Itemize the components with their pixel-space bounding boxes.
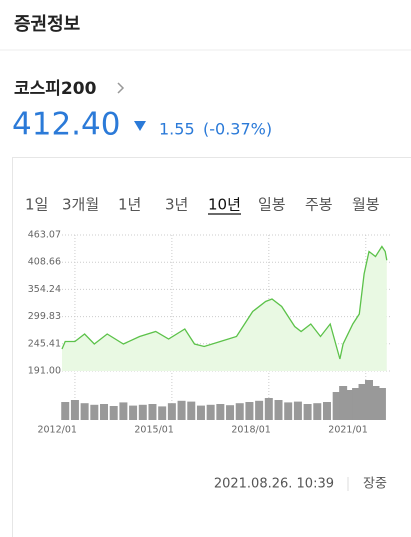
volume-bar (303, 404, 312, 420)
price-line (61, 245, 388, 360)
y-tick-label: 245.41 (28, 338, 61, 349)
tab[interactable]: 3년 (165, 196, 188, 214)
volume-bar (371, 386, 380, 420)
volume-bar (90, 404, 99, 420)
volume-bar (129, 405, 138, 420)
volume-bar (70, 400, 79, 420)
volume-bar (313, 403, 322, 420)
card (12, 157, 411, 537)
volume-bar (322, 402, 331, 420)
volume-bar (138, 404, 147, 420)
volume-bar (274, 400, 283, 420)
y-tick-label: 408.66 (28, 257, 61, 268)
volume-bar (158, 406, 167, 420)
x-tick-label: 2018/01 (231, 425, 270, 436)
volume-bar (109, 406, 118, 420)
index-change: 1.55 (159, 120, 195, 139)
tab[interactable]: 3개월 (62, 196, 99, 214)
index-name[interactable]: 코스피200 (14, 79, 97, 99)
y-tick-label: 191.00 (28, 366, 61, 377)
volume-bar (255, 400, 264, 420)
volume-bar (226, 405, 235, 420)
area (62, 246, 387, 371)
volume-bar (80, 403, 89, 420)
volume-bar (377, 388, 386, 420)
volume-bar (364, 380, 373, 420)
volume-bar (339, 386, 348, 420)
volume-bar (61, 402, 70, 420)
volume-bar (167, 403, 176, 420)
y-tick-label: 354.24 (28, 284, 61, 295)
volume-bar (352, 388, 361, 420)
volume-bar (206, 404, 215, 420)
volume-bar (245, 402, 254, 420)
tab[interactable]: 일봉 (258, 196, 286, 214)
y-tick-label: 463.07 (28, 230, 61, 241)
status: 장중 (363, 477, 387, 492)
tab[interactable]: 월봉 (352, 196, 380, 214)
y-tick-label: 299.83 (28, 311, 61, 322)
volume-bar (332, 392, 341, 420)
volume-bar (187, 401, 196, 420)
volume-bar (345, 390, 354, 420)
header-title: 증권정보 (14, 14, 80, 35)
x-tick-label: 2012/01 (37, 425, 76, 436)
volume-bar (177, 400, 186, 420)
tab[interactable]: 10년 (208, 196, 241, 214)
volume-bar (216, 404, 225, 420)
volume-bar (196, 405, 205, 420)
tab[interactable]: 1년 (118, 196, 141, 214)
volume-bar (293, 401, 302, 420)
volume-bar (284, 402, 293, 420)
volume-bar (100, 404, 109, 420)
index-change-pct: (-0.37%) (203, 120, 272, 139)
tab[interactable]: 1일 (25, 196, 48, 214)
x-tick-label: 2021/01 (328, 425, 367, 436)
volume-bar (119, 402, 128, 420)
tab[interactable]: 주봉 (305, 196, 333, 214)
chevron (117, 82, 125, 94)
volume-bar (148, 404, 157, 420)
down-arrow (134, 121, 146, 131)
timestamp: 2021.08.26. 10:39 (214, 477, 334, 492)
volume-bar (235, 403, 244, 420)
volume-bar (358, 384, 367, 420)
x-tick-label: 2015/01 (134, 425, 173, 436)
volume-bar (264, 398, 273, 420)
index-price: 412.40 (12, 107, 120, 143)
